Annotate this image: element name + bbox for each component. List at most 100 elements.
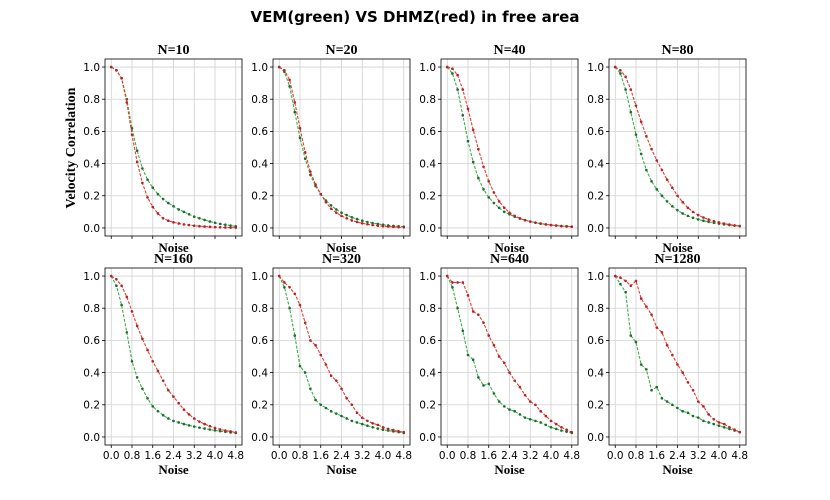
data-point — [497, 400, 501, 403]
y-tick-label: 0.2 — [419, 191, 436, 203]
data-point — [471, 160, 475, 164]
y-tick-label: 0.6 — [83, 126, 100, 138]
data-point — [639, 297, 643, 300]
data-point — [402, 430, 406, 434]
data-point — [660, 168, 664, 172]
data-point — [717, 221, 721, 224]
data-point — [156, 409, 160, 413]
data-point — [303, 151, 307, 154]
data-point — [125, 101, 129, 104]
data-point — [167, 201, 170, 205]
data-point — [192, 224, 196, 228]
x-tick-label: 3.2 — [186, 450, 203, 462]
data-point — [513, 214, 516, 218]
y-tick-label: 0.4 — [587, 158, 604, 170]
y-axis-label: Velocity Correlation — [64, 87, 79, 208]
data-point — [283, 68, 286, 72]
data-point — [518, 217, 522, 220]
series-vem — [277, 274, 406, 435]
y-tick-label: 0.8 — [587, 303, 604, 315]
data-point — [733, 224, 736, 227]
data-point — [335, 379, 338, 382]
y-tick-label: 1.0 — [587, 271, 604, 283]
data-point — [451, 286, 454, 289]
data-point — [141, 167, 144, 170]
data-point — [376, 423, 380, 427]
data-point — [167, 417, 170, 420]
subplot-title: N=160 — [154, 252, 193, 267]
data-point — [115, 284, 118, 288]
data-point — [130, 360, 134, 363]
data-point — [213, 225, 217, 229]
data-point — [213, 429, 217, 432]
data-point — [192, 417, 196, 420]
data-point — [350, 216, 354, 219]
data-point — [691, 210, 695, 214]
data-point — [314, 343, 317, 347]
data-point — [360, 416, 364, 419]
x-tick-label: 4.0 — [207, 450, 224, 462]
data-point — [722, 222, 726, 225]
data-point — [350, 403, 354, 407]
data-point — [624, 279, 627, 283]
y-tick-label: 0.8 — [251, 94, 268, 106]
y-tick-label: 0.8 — [251, 303, 268, 315]
data-point — [309, 170, 312, 173]
data-point — [570, 430, 574, 434]
y-tick-label: 0.0 — [251, 223, 268, 235]
data-point — [381, 224, 385, 228]
y-tick-label: 0.6 — [251, 335, 268, 347]
subplot-title: N=40 — [493, 43, 525, 58]
y-tick-label: 0.4 — [419, 367, 436, 379]
data-point — [329, 207, 333, 210]
data-point — [665, 400, 669, 403]
series-vem — [445, 274, 574, 435]
y-tick-label: 0.6 — [587, 335, 604, 347]
data-point — [298, 303, 302, 307]
data-point — [665, 178, 669, 181]
data-point — [298, 136, 302, 140]
data-point — [203, 225, 206, 228]
y-tick-label: 1.0 — [251, 62, 268, 74]
data-point — [681, 200, 684, 204]
x-tick-label: 4.8 — [731, 450, 748, 462]
data-point — [360, 221, 364, 225]
data-point — [702, 219, 705, 223]
data-point — [539, 409, 542, 413]
series-dhmz — [445, 274, 574, 434]
data-point — [208, 225, 212, 229]
data-point — [508, 211, 511, 214]
subplot-n-20: 0.0 0.2 0.4 0.6 0.8 1.0 N=20 Noise — [251, 43, 411, 255]
data-point — [487, 334, 491, 337]
data-point — [497, 355, 501, 358]
data-point — [639, 152, 643, 156]
subplot-title: N=10 — [157, 43, 189, 58]
x-axis-label: Noise — [158, 240, 189, 255]
y-tick-label: 0.2 — [251, 400, 268, 412]
data-point — [229, 226, 232, 229]
data-point — [120, 284, 123, 288]
data-point — [451, 67, 454, 70]
data-point — [208, 220, 212, 223]
data-point — [477, 147, 480, 151]
data-point — [283, 281, 286, 284]
x-tick-label: 1.6 — [144, 450, 161, 462]
data-point — [629, 334, 633, 337]
data-point — [722, 426, 726, 429]
data-point — [665, 200, 669, 203]
data-point — [492, 343, 496, 347]
data-point — [386, 427, 390, 431]
data-point — [192, 425, 196, 428]
data-point — [492, 392, 496, 395]
data-point — [650, 313, 653, 316]
data-point — [314, 183, 317, 186]
data-point — [135, 376, 139, 379]
data-point — [660, 194, 664, 198]
data-point — [696, 213, 700, 217]
data-point — [156, 192, 160, 196]
y-tick-label: 0.6 — [251, 126, 268, 138]
data-point — [182, 223, 186, 226]
y-tick-label: 0.6 — [419, 335, 436, 347]
data-point — [565, 225, 568, 228]
data-point — [549, 223, 553, 227]
